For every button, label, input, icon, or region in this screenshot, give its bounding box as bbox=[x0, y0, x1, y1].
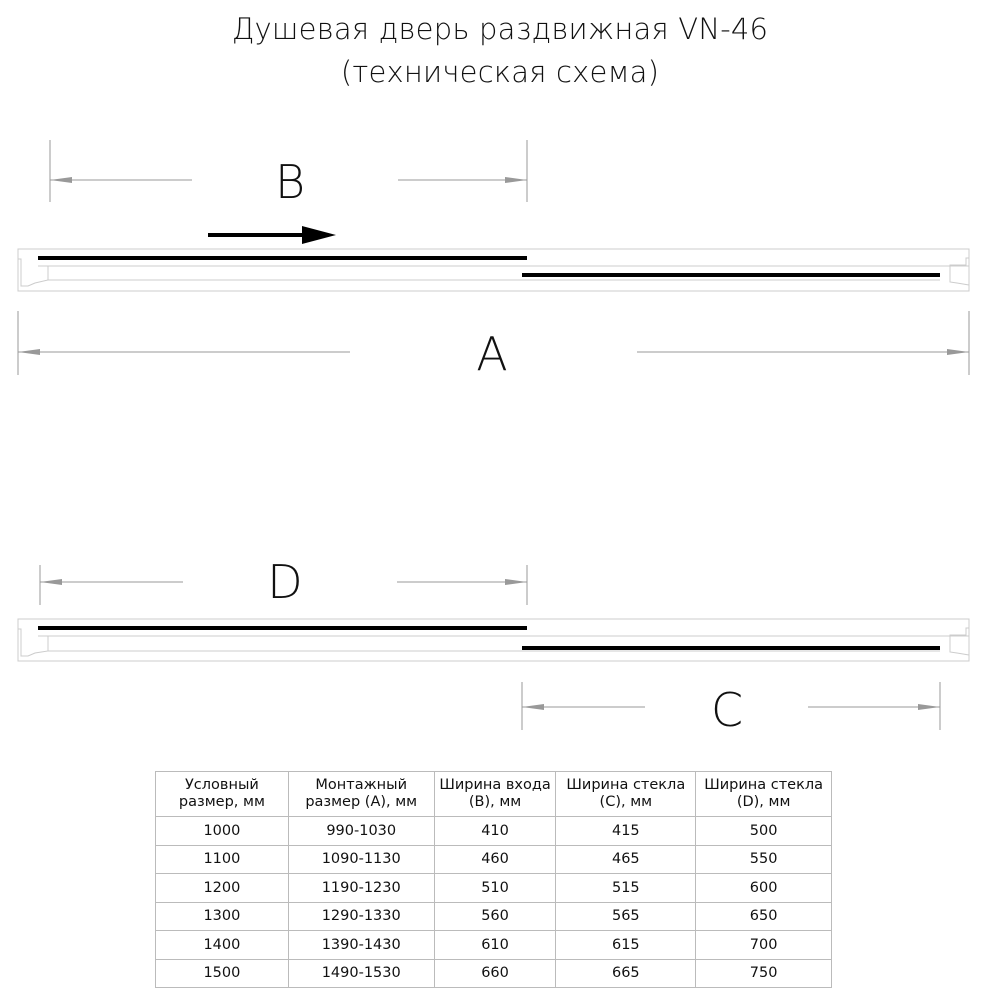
table-cell: 500 bbox=[695, 816, 832, 846]
label-d: D bbox=[267, 555, 302, 609]
header-entry-width: Ширина входа (B), мм bbox=[433, 771, 557, 817]
table-cell: 1390-1430 bbox=[287, 930, 435, 960]
table-cell: 1200 bbox=[155, 873, 289, 903]
header-glass-d-width: Ширина стекла (D), мм bbox=[695, 771, 832, 817]
table-cell: 660 bbox=[433, 958, 557, 988]
table-cell: 650 bbox=[695, 901, 832, 931]
table-cell: 1100 bbox=[155, 844, 289, 874]
table-cell: 610 bbox=[433, 930, 557, 960]
table-row: 1500 1490-1530 660 665 750 bbox=[155, 958, 832, 988]
table-cell: 1290-1330 bbox=[287, 901, 435, 931]
table-cell: 1490-1530 bbox=[287, 958, 435, 988]
table-cell: 615 bbox=[555, 930, 697, 960]
table-cell: 550 bbox=[695, 844, 832, 874]
table-header-row: Условный размер, мм Монтажный размер (A)… bbox=[155, 771, 832, 817]
title-line-2: (техническая схема) bbox=[340, 55, 660, 89]
table-cell: 1400 bbox=[155, 930, 289, 960]
table-row: 1000 990-1030 410 415 500 bbox=[155, 816, 832, 846]
dimension-c bbox=[521, 682, 941, 730]
table-cell: 1000 bbox=[155, 816, 289, 846]
table-cell: 1300 bbox=[155, 901, 289, 931]
table-row: 1300 1290-1330 560 565 650 bbox=[155, 901, 832, 931]
size-table: Условный размер, мм Монтажный размер (A)… bbox=[155, 771, 832, 988]
dimension-b bbox=[49, 140, 528, 202]
table-cell: 460 bbox=[433, 844, 557, 874]
table-cell: 700 bbox=[695, 930, 832, 960]
header-glass-c-width: Ширина стекла (C), мм bbox=[555, 771, 697, 817]
table-cell: 515 bbox=[555, 873, 697, 903]
header-nominal-size: Условный размер, мм bbox=[155, 771, 289, 817]
table-cell: 1190-1230 bbox=[287, 873, 435, 903]
table-row: 1100 1090-1130 460 465 550 bbox=[155, 844, 832, 874]
table-cell: 600 bbox=[695, 873, 832, 903]
technical-drawing: B A D C bbox=[17, 140, 970, 737]
table-cell: 990-1030 bbox=[287, 816, 435, 846]
table-cell: 415 bbox=[555, 816, 697, 846]
table-cell: 665 bbox=[555, 958, 697, 988]
dimension-a bbox=[17, 311, 970, 375]
table-cell: 1500 bbox=[155, 958, 289, 988]
table-cell: 510 bbox=[433, 873, 557, 903]
table-cell: 465 bbox=[555, 844, 697, 874]
label-b: B bbox=[275, 155, 305, 209]
slide-direction-arrow-icon bbox=[208, 226, 336, 244]
table-cell: 750 bbox=[695, 958, 832, 988]
title-line-1: Душевая дверь раздвижная VN-46 bbox=[231, 12, 769, 46]
door-plan-bottom bbox=[17, 618, 970, 662]
header-mounting-size: Монтажный размер (A), мм bbox=[287, 771, 435, 817]
dimension-d bbox=[39, 565, 528, 605]
table-cell: 565 bbox=[555, 901, 697, 931]
label-c: C bbox=[711, 683, 743, 737]
table-cell: 410 bbox=[433, 816, 557, 846]
table-cell: 560 bbox=[433, 901, 557, 931]
door-plan-top bbox=[17, 248, 970, 292]
label-a: A bbox=[476, 327, 507, 381]
table-row: 1400 1390-1430 610 615 700 bbox=[155, 930, 832, 960]
table-row: 1200 1190-1230 510 515 600 bbox=[155, 873, 832, 903]
table-cell: 1090-1130 bbox=[287, 844, 435, 874]
